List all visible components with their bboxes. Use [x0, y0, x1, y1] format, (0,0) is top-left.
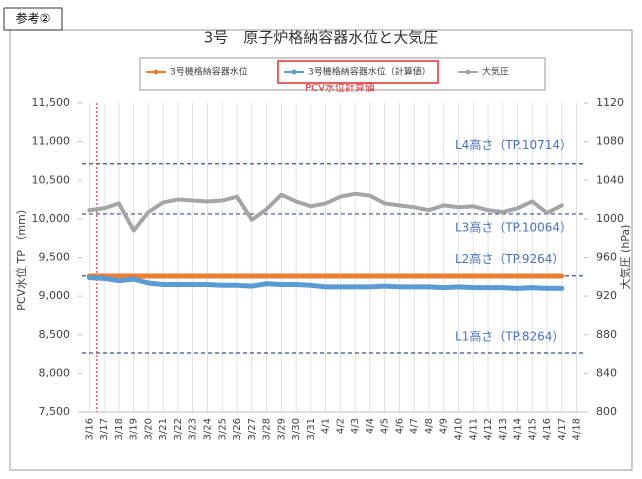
x-tick-label: 4/5: [380, 418, 391, 434]
y-tick-label: 10,000: [32, 212, 71, 225]
x-tick-label: 3/30: [291, 418, 302, 440]
x-tick-label: 4/15: [527, 418, 538, 440]
y-tick-label: 11,500: [32, 96, 71, 109]
x-tick-label: 3/19: [129, 418, 140, 440]
x-tick-label: 3/16: [84, 418, 95, 440]
x-tick-label: 3/27: [247, 418, 258, 440]
y-tick-label: 11,000: [32, 135, 71, 148]
x-tick-label: 3/29: [276, 418, 287, 440]
legend-label: 3号機格納容器水位: [170, 66, 248, 78]
chart-title: 3号 原子炉格納容器水位と大気圧: [204, 29, 439, 47]
y-tick-label: 9,500: [39, 251, 71, 264]
x-tick-label: 4/18: [572, 418, 583, 440]
legend-marker: [291, 69, 297, 75]
x-tick-label: 4/14: [513, 418, 524, 440]
x-tick-label: 4/4: [365, 418, 376, 434]
x-tick-label: 3/31: [306, 418, 317, 440]
x-tick-label: 4/3: [350, 418, 361, 434]
x-tick-label: 3/22: [173, 418, 184, 440]
x-tick-label: 3/18: [114, 418, 125, 440]
badge-box: [3, 7, 63, 31]
x-tick-label: 3/25: [217, 418, 228, 440]
series-line: [86, 275, 565, 291]
x-tick-label: 3/23: [188, 418, 199, 440]
x-tick-label: 4/9: [439, 418, 450, 434]
x-tick-label: 4/6: [394, 418, 405, 434]
reference-label: L1高さ（TP.8264）: [455, 328, 564, 343]
x-tick-label: 4/1: [321, 418, 332, 434]
x-tick-label: 3/17: [99, 418, 110, 440]
y2-tick-label: 1040: [596, 173, 624, 186]
x-tick-label: 4/13: [498, 418, 509, 440]
x-tick-label: 4/7: [409, 418, 420, 434]
y2-tick-label: 960: [596, 251, 617, 264]
y2-tick-label: 840: [596, 366, 617, 379]
y2-axis-label: 大気圧 (hPa): [618, 225, 632, 290]
y-axis-label: PCV水位 TP （mm）: [14, 203, 28, 311]
x-tick-label: 3/24: [203, 418, 214, 440]
x-tick-label: 3/26: [232, 418, 243, 440]
legend-marker: [153, 69, 159, 75]
y2-tick-label: 880: [596, 328, 617, 341]
x-tick-label: 3/28: [262, 418, 273, 440]
legend-label: 3号機格納容器水位（計算値）: [308, 66, 431, 78]
y2-tick-label: 1000: [596, 212, 624, 225]
x-tick-label: 4/8: [424, 418, 435, 434]
reference-label: L3高さ（TP.10064）: [455, 219, 572, 234]
x-tick-label: 4/2: [335, 418, 346, 434]
y-tick-label: 10,500: [32, 173, 71, 186]
reference-label: L2高さ（TP.9264）: [455, 251, 564, 266]
x-tick-label: 4/10: [454, 418, 465, 440]
x-tick-label: 3/21: [158, 418, 169, 440]
y-tick-label: 9,000: [39, 289, 71, 302]
chart-frame: [9, 29, 633, 471]
badge: 参考②: [16, 11, 51, 26]
y-tick-label: 7,500: [39, 405, 71, 418]
legend-highlight: [277, 60, 439, 84]
y2-tick-label: 1120: [596, 96, 624, 109]
legend-box: [139, 57, 546, 91]
y2-tick-label: 920: [596, 289, 617, 302]
legend-label: 大気圧: [482, 66, 509, 78]
y-tick-label: 8,000: [39, 366, 71, 379]
x-tick-label: 4/12: [483, 418, 494, 440]
y2-tick-label: 800: [596, 405, 617, 418]
x-tick-label: 4/17: [557, 418, 568, 440]
y-tick-label: 8,500: [39, 328, 71, 341]
legend-marker: [465, 69, 471, 75]
reference-label: L4高さ（TP.10714）: [455, 137, 572, 152]
legend-note: PCV水位計算値: [305, 81, 375, 94]
x-tick-label: 3/20: [143, 418, 154, 440]
y2-tick-label: 1080: [596, 135, 624, 148]
x-tick-label: 4/11: [468, 418, 479, 440]
x-tick-label: 4/16: [542, 418, 553, 440]
series-line: [87, 191, 564, 233]
